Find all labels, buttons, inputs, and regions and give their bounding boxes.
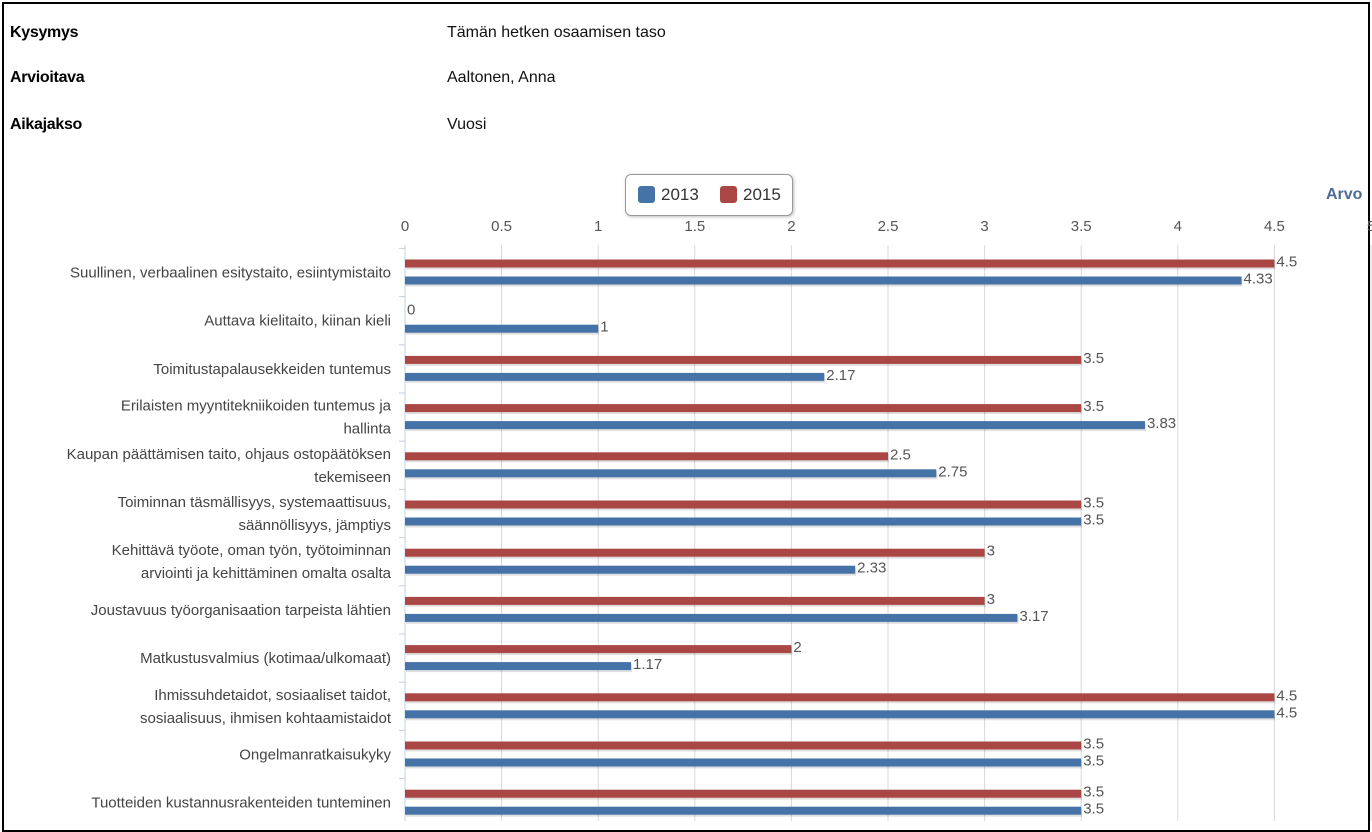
bar-2015	[405, 789, 1082, 798]
x-tick-label: 2	[787, 218, 795, 235]
data-label-2015: 2	[793, 639, 801, 656]
data-label-2015: 4.5	[1276, 687, 1297, 704]
data-label-2013: 2.17	[826, 367, 855, 384]
category-label: Erilaisten myyntitekniikoiden tuntemus j…	[121, 398, 392, 415]
bar-2015	[405, 596, 985, 605]
data-label-2013: 3.5	[1083, 801, 1104, 818]
bar-2015	[405, 355, 1082, 364]
data-label-2015: 3	[987, 543, 995, 560]
data-label-2013: 4.33	[1244, 271, 1273, 288]
data-label-2015: 3.5	[1083, 350, 1104, 367]
data-label-2015: 3.5	[1083, 398, 1104, 415]
category-label: Toiminnan täsmällisyys, systemaattisuus,	[118, 494, 391, 511]
bar-2015	[405, 693, 1275, 702]
legend-label-2015: 2015	[743, 185, 781, 204]
info-key: Arvioitava	[10, 69, 85, 86]
category-label: Tuotteiden kustannusrakenteiden tuntemin…	[91, 795, 391, 812]
bar-2015	[405, 645, 792, 654]
data-label-2015: 3.5	[1083, 784, 1104, 801]
category-label: Ongelmanratkaisukyky	[239, 747, 391, 764]
x-axis-title: Arvo	[1326, 186, 1363, 203]
bar-2013	[405, 613, 1018, 622]
category-label: hallinta	[343, 421, 391, 438]
bar-2013	[405, 806, 1082, 815]
bar-2015	[405, 404, 1082, 413]
category-label: arviointi ja kehittäminen omalta osalta	[141, 565, 392, 582]
data-label-2013: 2.75	[938, 463, 967, 480]
bar-2015	[405, 741, 1082, 750]
bar-2013	[405, 758, 1082, 767]
x-tick-label: 3.5	[1071, 218, 1092, 235]
category-label: Matkustusvalmius (kotimaa/ulkomaat)	[140, 650, 391, 667]
x-tick-label: 3	[980, 218, 988, 235]
data-label-2013: 3.5	[1083, 753, 1104, 770]
category-label: Suullinen, verbaalinen esitystaito, esii…	[70, 265, 391, 282]
category-label: Kehittävä työote, oman työn, työtoiminna…	[112, 542, 391, 559]
data-label-2013: 4.5	[1276, 704, 1297, 721]
info-value: Tämän hetken osaamisen taso	[447, 24, 666, 41]
data-label-2015: 2.5	[890, 446, 911, 463]
data-label-2013: 1	[600, 319, 608, 336]
data-label-2013: 3.17	[1019, 608, 1048, 625]
bar-2013	[405, 662, 632, 671]
x-tick-label: 2.5	[878, 218, 899, 235]
bar-2013	[405, 469, 937, 478]
x-tick-label: 4	[1174, 218, 1182, 235]
info-value: Vuosi	[447, 116, 487, 133]
legend-swatch-2015	[720, 186, 737, 203]
bar-2015	[405, 500, 1082, 509]
x-tick-label: 1.5	[684, 218, 705, 235]
data-label-2015: 3	[987, 591, 995, 608]
legend-label-2013: 2013	[661, 185, 699, 204]
bar-2015	[405, 259, 1275, 268]
legend-swatch-2013	[638, 186, 655, 203]
category-label: Ihmissuhdetaidot, sosiaaliset taidot,	[154, 687, 391, 704]
data-label-2013: 3.5	[1083, 512, 1104, 529]
bar-2015	[405, 548, 985, 557]
bar-2013	[405, 421, 1145, 430]
bar-2013	[405, 517, 1082, 526]
info-key: Kysymys	[10, 24, 79, 41]
info-value: Aaltonen, Anna	[447, 69, 556, 86]
data-label-2013: 2.33	[857, 560, 886, 577]
bar-2013	[405, 324, 599, 333]
info-key: Aikajakso	[10, 116, 83, 133]
category-label: Auttava kielitaito, kiinan kieli	[204, 313, 391, 330]
data-label-2013: 1.17	[633, 656, 662, 673]
data-label-2013: 3.83	[1147, 415, 1176, 432]
bar-2013	[405, 276, 1242, 285]
x-tick-label: 0	[401, 218, 409, 235]
data-label-2015: 3.5	[1083, 495, 1104, 512]
x-tick-label: 5	[1367, 218, 1372, 235]
x-tick-label: 0.5	[491, 218, 512, 235]
bar-2013	[405, 565, 856, 574]
category-label: Toimitustapalausekkeiden tuntemus	[153, 361, 391, 378]
bar-2013	[405, 372, 825, 381]
data-label-2015: 0	[407, 302, 415, 319]
category-label: säännöllisyys, jämptiys	[238, 517, 391, 534]
x-tick-label: 1	[594, 218, 602, 235]
legend: 2013 2015	[625, 174, 793, 216]
x-tick-label: 4.5	[1264, 218, 1285, 235]
data-label-2015: 3.5	[1083, 736, 1104, 753]
bar-2015	[405, 452, 888, 461]
category-label: Kaupan päättämisen taito, ohjaus ostopää…	[67, 446, 391, 463]
category-label: tekemiseen	[314, 469, 391, 486]
data-label-2015: 4.5	[1276, 254, 1297, 271]
category-label: Joustavuus työorganisaation tarpeista lä…	[91, 602, 391, 619]
bar-2013	[405, 710, 1275, 719]
category-label: sosiaalisuus, ihmisen kohtaamistaidot	[140, 710, 392, 727]
